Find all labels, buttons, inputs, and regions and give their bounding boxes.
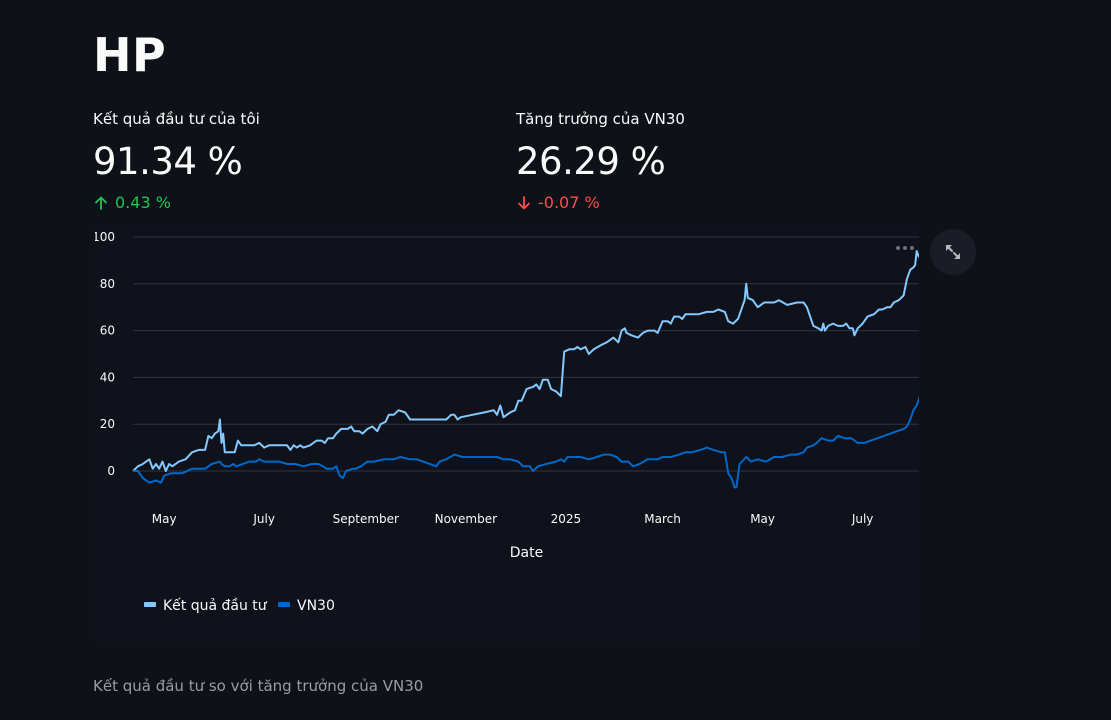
x-axis-ticks: May July September November 2025 March May July <box>152 512 874 526</box>
metric-delta: 0.43 % <box>93 193 260 212</box>
x-tick-label: July <box>851 512 874 526</box>
y-tick-label: 0 <box>107 464 115 478</box>
chart-caption: Kết quả đầu tư so với tăng trưởng của VN… <box>93 677 424 695</box>
chart-container[interactable]: 0 20 40 60 80 100 May July September November 202… <box>95 225 919 642</box>
y-axis-ticks: 0 20 40 60 80 100 <box>95 230 115 478</box>
metric-label: Kết quả đầu tư của tôi <box>93 110 260 128</box>
fullscreen-button[interactable] <box>930 229 976 275</box>
legend-label: VN30 <box>297 598 335 614</box>
metric-value: 91.34 % <box>93 140 243 183</box>
arrow-up-icon <box>95 196 107 210</box>
legend-label: Kết quả đầu tư <box>163 597 268 614</box>
x-axis-title: Date <box>510 545 543 561</box>
gridlines <box>133 236 919 472</box>
legend-swatch <box>144 602 156 607</box>
metric-label: Tăng trưởng của VN30 <box>516 110 685 128</box>
x-tick-label: March <box>644 512 681 526</box>
metric-value: 26.29 % <box>516 140 666 183</box>
series-line-vn30 <box>133 395 919 489</box>
series-line-portfolio <box>132 250 919 472</box>
legend-item[interactable]: Kết quả đầu tư <box>144 597 268 614</box>
fullscreen-expand-icon <box>946 245 960 259</box>
page-title: HP <box>93 28 167 82</box>
metric-delta-value: -0.07 % <box>538 193 600 212</box>
y-tick-label: 20 <box>100 417 115 431</box>
legend-item[interactable]: VN30 <box>278 598 335 614</box>
y-tick-label: 80 <box>100 277 115 291</box>
metric-delta-value: 0.43 % <box>115 193 171 212</box>
more-options-icon[interactable] <box>896 246 914 250</box>
y-tick-label: 40 <box>100 370 115 384</box>
y-tick-label: 100 <box>95 230 115 244</box>
x-tick-label: May <box>750 512 775 526</box>
x-tick-label: September <box>333 512 399 526</box>
legend-swatch <box>278 602 290 607</box>
metric-vn30-growth: Tăng trưởng của VN30 26.29 % -0.07 % <box>516 110 685 212</box>
series-lines <box>132 250 919 489</box>
metric-portfolio-return: Kết quả đầu tư của tôi 91.34 % 0.43 % <box>93 110 260 212</box>
line-chart[interactable]: 0 20 40 60 80 100 May July September November 202… <box>95 225 919 642</box>
x-tick-label: May <box>152 512 177 526</box>
metric-delta: -0.07 % <box>516 193 685 212</box>
x-tick-label: July <box>252 512 275 526</box>
legend: Kết quả đầu tư VN30 <box>144 597 335 614</box>
y-tick-label: 60 <box>100 324 115 338</box>
x-tick-label: 2025 <box>551 512 582 526</box>
arrow-down-icon <box>518 195 530 209</box>
x-tick-label: November <box>435 512 497 526</box>
